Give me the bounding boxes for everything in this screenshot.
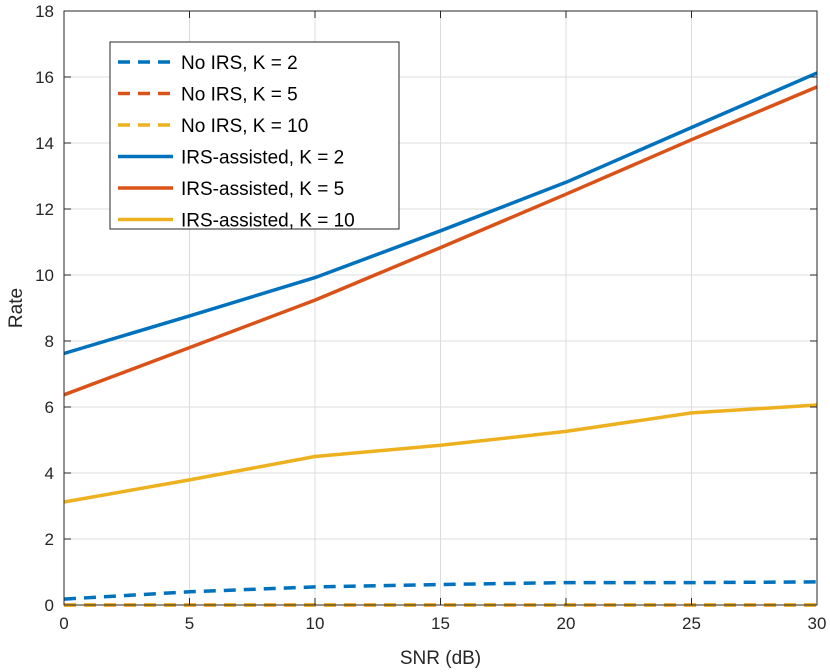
series-line-irs-assisted-k-10 [63,403,818,504]
y-tick-label: 14 [35,134,54,153]
y-axis-label: Rate [6,288,27,328]
legend-label: No IRS, K = 10 [181,116,308,137]
y-tick-label: 10 [35,266,54,285]
legend-label: No IRS, K = 5 [181,85,298,106]
y-tick-label: 0 [45,596,54,615]
series-line-irs-assisted-k-5 [63,85,818,397]
y-tick-label: 18 [35,2,54,21]
y-tick-label: 8 [45,332,54,351]
ticks [63,10,818,606]
y-tick-label: 16 [35,68,54,87]
series-line-irs-assisted-k-2 [63,71,818,356]
series-line-no-irs-k-2 [63,580,818,601]
x-tick-label: 5 [185,614,194,633]
legend-label: IRS-assisted, K = 10 [181,211,355,232]
legend-label: No IRS, K = 2 [181,53,298,74]
legend-box [109,41,400,230]
legend-label: IRS-assisted, K = 2 [181,148,344,169]
y-tick-label: 4 [45,464,54,483]
x-axis-label: SNR (dB) [400,648,481,669]
x-tick-label: 30 [808,614,827,633]
y-tick-label: 6 [45,398,54,417]
y-tick-label: 2 [45,530,54,549]
x-tick-label: 10 [306,614,325,633]
x-tick-label: 0 [59,614,68,633]
legend: No IRS, K = 2 No IRS, K = 5 No IRS, K = 10… [109,41,400,232]
x-tick-label: 20 [557,614,576,633]
x-tick-label: 25 [682,614,701,633]
tick-labels: 0 5 10 15 20 25 30 0 2 4 6 8 10 12 14 16 18 [35,2,826,633]
x-tick-label: 15 [431,614,450,633]
legend-label: IRS-assisted, K = 5 [181,179,344,200]
y-tick-label: 12 [35,200,54,219]
